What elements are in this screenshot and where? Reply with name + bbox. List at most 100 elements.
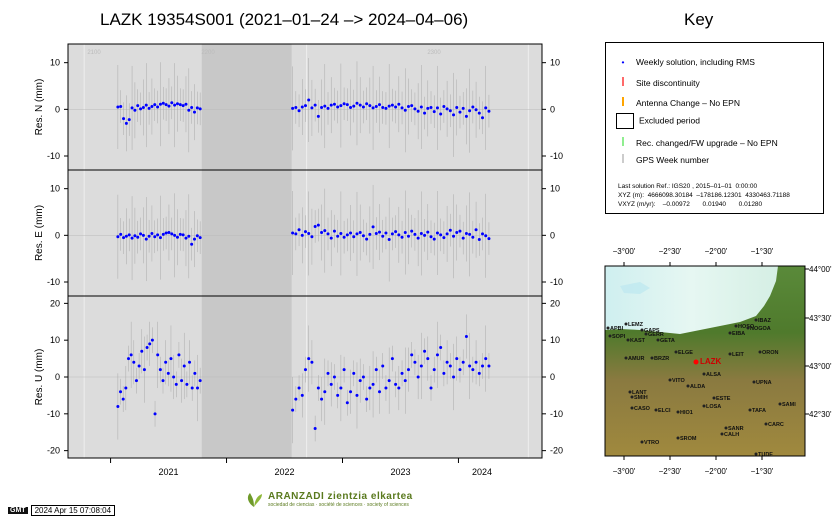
- data-point: [477, 371, 481, 375]
- map-station-label: VITO: [672, 378, 685, 384]
- data-point: [381, 234, 385, 238]
- gps-week-label: 2200: [201, 50, 215, 56]
- y-tick-label: 0: [55, 104, 60, 114]
- data-point: [468, 364, 472, 368]
- map-station-label: HOSO: [738, 324, 755, 330]
- data-point: [387, 104, 391, 108]
- data-point: [190, 105, 194, 109]
- data-point: [381, 364, 385, 368]
- data-point: [300, 393, 304, 397]
- data-point: [477, 238, 481, 242]
- data-point: [403, 231, 407, 235]
- data-point: [378, 230, 382, 234]
- map-station-dot: [720, 432, 724, 436]
- data-point: [374, 231, 378, 235]
- map-station-label: IBAZ: [758, 318, 771, 324]
- reference-info: Last solution Ref.: IGS20 , 2015–01–01 0…: [618, 183, 790, 208]
- data-point: [329, 103, 333, 107]
- data-point: [150, 338, 154, 342]
- data-point: [129, 353, 133, 357]
- map-station-label: LANT: [632, 390, 647, 396]
- y-tick-label: 20: [50, 298, 60, 308]
- data-point: [368, 232, 372, 236]
- data-point: [374, 105, 378, 109]
- data-point: [368, 104, 372, 108]
- data-point: [167, 104, 171, 108]
- data-point: [342, 368, 346, 372]
- map-station-dot: [624, 356, 628, 360]
- y-tick-label: 10: [550, 184, 560, 194]
- map-station-dot: [606, 326, 610, 330]
- data-point: [178, 103, 182, 107]
- data-point: [332, 102, 336, 106]
- map-lat-label: 42°30': [809, 410, 832, 419]
- legend-rec-changed: Rec. changed/FW upgrade – No EPN: [618, 137, 778, 148]
- map-station-dot: [754, 318, 758, 322]
- map-station-dot: [778, 402, 782, 406]
- data-point: [461, 360, 465, 364]
- map-station-dot: [702, 372, 706, 376]
- data-point: [410, 353, 414, 357]
- map-main-station-label: LAZK: [700, 357, 722, 366]
- data-point: [390, 103, 394, 107]
- y-tick-label: 0: [550, 104, 555, 114]
- data-point: [374, 368, 378, 372]
- gps-week-label: 2300: [427, 50, 441, 56]
- data-point: [448, 109, 452, 113]
- data-point: [400, 106, 404, 110]
- data-point: [423, 349, 427, 353]
- y-axis-label: Res. N (mm): [34, 79, 45, 136]
- map-station-label: ORON: [762, 350, 779, 356]
- aranzadi-logo: ARANZADI zientzia elkartea sociedad de c…: [244, 491, 413, 509]
- data-point: [432, 368, 436, 372]
- x-tick-label: 2021: [159, 467, 179, 477]
- data-point: [316, 114, 320, 118]
- data-point: [185, 382, 189, 386]
- data-point: [153, 235, 157, 239]
- data-point: [164, 360, 168, 364]
- data-point: [307, 98, 311, 102]
- data-point: [381, 105, 385, 109]
- map-station-label: GETA: [660, 338, 675, 344]
- map-station-dot: [686, 384, 690, 388]
- data-point: [429, 105, 433, 109]
- data-point: [339, 386, 343, 390]
- data-point: [400, 235, 404, 239]
- data-point: [345, 233, 349, 237]
- map-lat-label: 43°30': [809, 314, 832, 323]
- data-point: [458, 229, 462, 233]
- data-point: [175, 235, 179, 239]
- data-point: [134, 379, 138, 383]
- map-station-dot: [630, 395, 634, 399]
- map-station-label: EIBA: [732, 331, 745, 337]
- data-point: [452, 234, 456, 238]
- data-point: [156, 233, 160, 237]
- data-point: [416, 109, 420, 113]
- data-point: [142, 368, 146, 372]
- data-point: [300, 105, 304, 109]
- data-point: [130, 106, 134, 110]
- map-station-dot: [640, 440, 644, 444]
- y-tick-label: -10: [47, 409, 60, 419]
- map-station-label: AMUR: [628, 356, 645, 362]
- data-point: [426, 106, 430, 110]
- data-point: [172, 375, 176, 379]
- data-point: [122, 236, 126, 240]
- data-point: [458, 110, 462, 114]
- data-point: [294, 232, 298, 236]
- data-point: [387, 379, 391, 383]
- data-point: [400, 371, 404, 375]
- data-point: [336, 105, 340, 109]
- data-point: [474, 108, 478, 112]
- data-point: [300, 233, 304, 237]
- data-point: [355, 393, 359, 397]
- map-station-dot: [758, 350, 762, 354]
- map-station-label: APBI: [610, 326, 624, 332]
- data-point: [419, 105, 423, 109]
- data-point: [119, 232, 123, 236]
- data-point: [140, 349, 144, 353]
- data-point: [303, 368, 307, 372]
- data-point: [332, 375, 336, 379]
- data-point: [320, 105, 324, 109]
- excluded-period: [201, 170, 292, 296]
